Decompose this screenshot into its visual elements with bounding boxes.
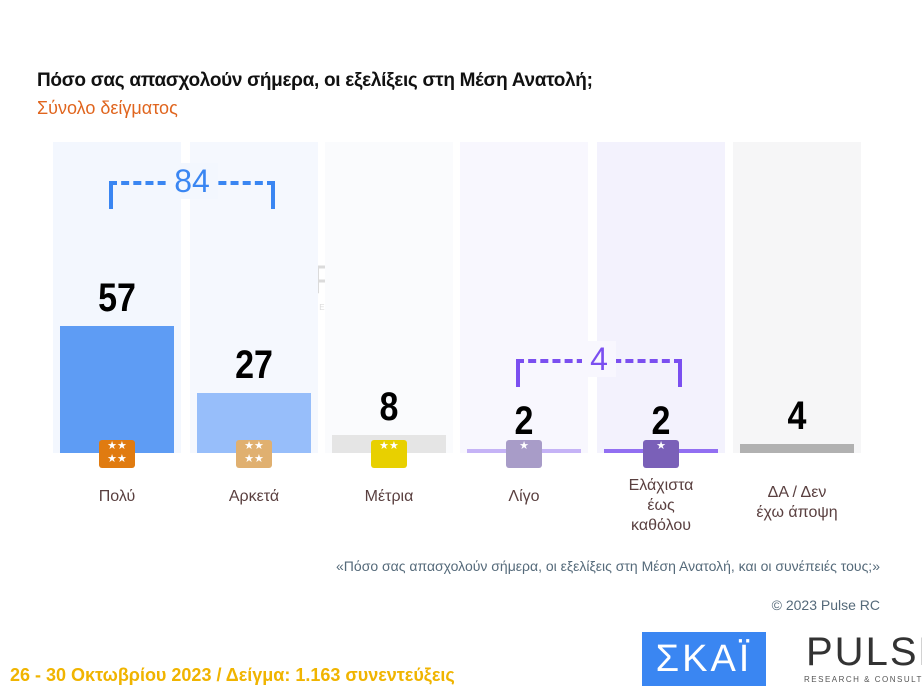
bar (197, 392, 311, 453)
data-label: 2 (514, 398, 534, 443)
stars-icon: ★ (643, 440, 679, 468)
category-label: Ελάχιστα έως καθόλου (628, 477, 694, 534)
column-bg (53, 142, 181, 453)
question-note: «Πόσο σας απασχολούν σήμερα, οι εξελίξει… (336, 558, 880, 574)
stars-icon: ★★ ★★ (236, 440, 272, 468)
copyright: © 2023 Pulse RC (771, 597, 880, 613)
pulse-logo-text: PULSE (806, 630, 922, 674)
skai-logo: ΣΚΑΪ (642, 632, 766, 686)
column-bg (325, 142, 453, 453)
category-label: Πολύ (98, 488, 136, 505)
stars-icon: ★★ ★★ (99, 440, 135, 468)
group-total-label: 4 (516, 340, 682, 378)
group-total-label: 84 (109, 162, 275, 200)
category-label: Αρκετά (228, 488, 280, 505)
bar (60, 325, 174, 453)
survey-footer: 26 - 30 Οκτωβρίου 2023 / Δείγμα: 1.163 σ… (10, 665, 455, 685)
data-label: 8 (379, 385, 399, 430)
chart-subtitle: Σύνολο δείγματος (37, 98, 178, 118)
pulse-logo-subtext: RESEARCH & CONSULTING (804, 675, 922, 684)
stars-icon: ★ (506, 440, 542, 468)
category-label: Λίγο (508, 488, 540, 505)
bar (740, 444, 854, 453)
stars-icon: ★★ (371, 440, 407, 468)
data-label: 57 (98, 275, 136, 320)
pulse-logo: PULSE RESEARCH & CONSULTING (776, 630, 922, 684)
column-bg (460, 142, 588, 453)
data-label: 27 (235, 342, 273, 387)
data-label: 2 (651, 398, 671, 443)
data-label: 4 (787, 394, 807, 439)
chart-title: Πόσο σας απασχολούν σήμερα, οι εξελίξεις… (37, 70, 593, 91)
category-label: ΔΑ / Δεν έχω άποψη (756, 484, 838, 521)
column-bg (733, 142, 861, 453)
category-label: Μέτρια (364, 488, 414, 505)
